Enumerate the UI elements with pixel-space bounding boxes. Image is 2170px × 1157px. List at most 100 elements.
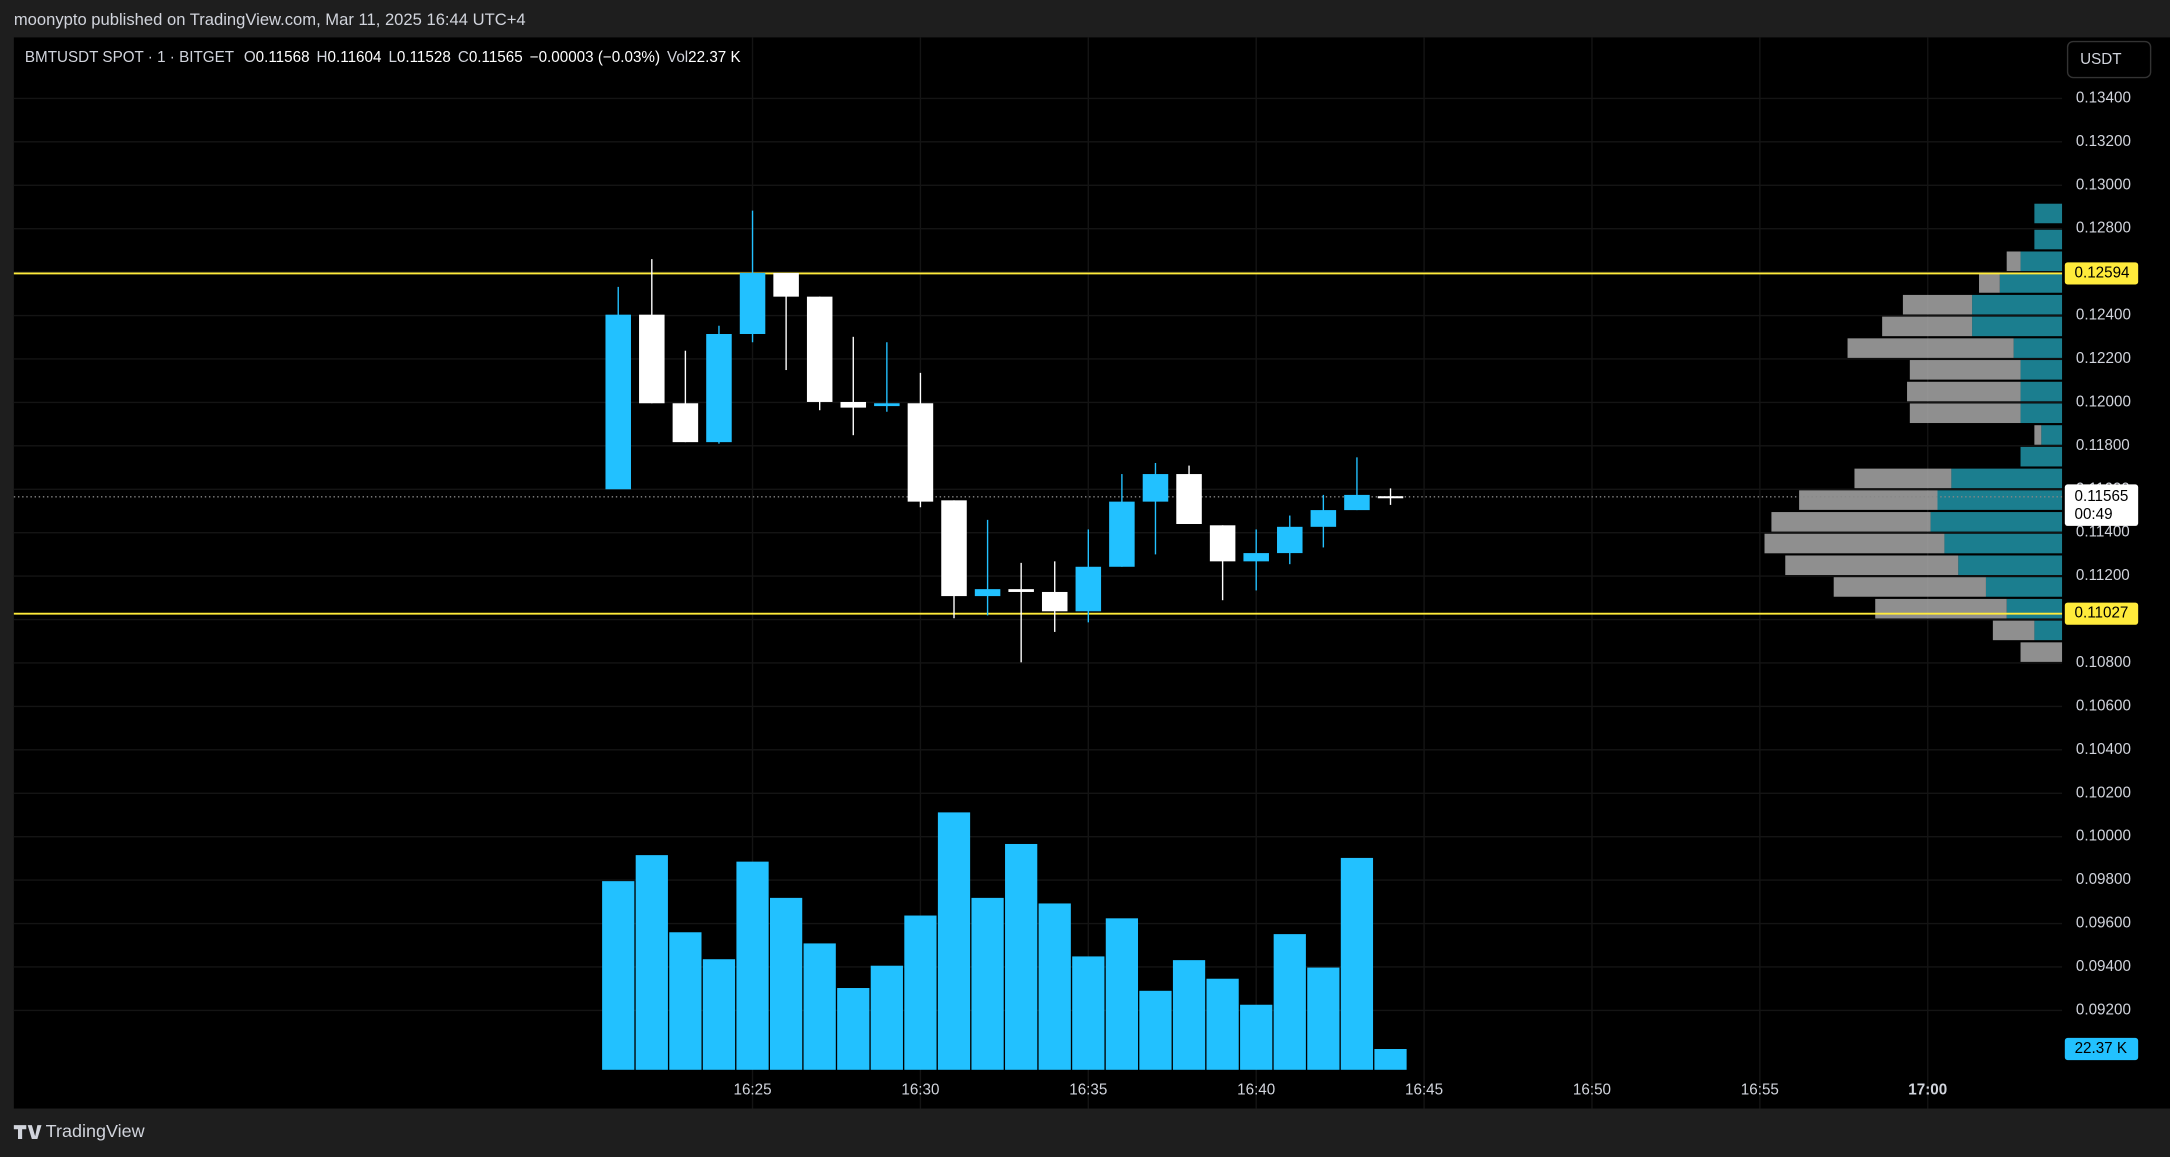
volume-bar xyxy=(1273,934,1306,1070)
volume-bar xyxy=(602,881,635,1070)
volume-bar xyxy=(1139,990,1172,1070)
volume-bar xyxy=(971,897,1004,1070)
candle-body xyxy=(1344,494,1370,511)
profile-down xyxy=(1902,294,1973,315)
y-tick-label: 0.12800 xyxy=(2076,220,2131,237)
level-label: 0.12594 xyxy=(2075,264,2131,281)
volume-bar xyxy=(1206,978,1239,1070)
volume-bar xyxy=(1005,843,1038,1070)
y-tick-label: 0.10600 xyxy=(2076,697,2131,714)
x-tick-label: 16:35 xyxy=(1069,1082,1107,1099)
volume-bar xyxy=(736,861,769,1070)
volume-bar xyxy=(1105,918,1139,1070)
y-tick-label: 0.10400 xyxy=(2076,741,2131,758)
change: −0.00003 (−0.03%) xyxy=(530,49,660,66)
candle-body xyxy=(1041,591,1068,612)
profile-down xyxy=(1909,360,2021,380)
profile-down xyxy=(1907,381,2021,402)
candle-body xyxy=(974,589,1001,597)
x-tick-label: 16:45 xyxy=(1405,1082,1443,1099)
profile-up xyxy=(2034,203,2063,224)
logo xyxy=(13,1125,42,1139)
value: 0.11528 xyxy=(397,49,451,66)
candle-body xyxy=(840,401,867,408)
volume-bar xyxy=(635,855,668,1070)
currency[interactable]: USDT xyxy=(2080,51,2121,68)
currency-button[interactable] xyxy=(2066,40,2152,79)
marks xyxy=(13,203,2063,1070)
y-tick-label: 0.13400 xyxy=(2076,89,2131,106)
y-tick-label: 0.12200 xyxy=(2076,350,2131,367)
level-label: 0.11027 xyxy=(2075,605,2129,622)
x-tick-label: 16:40 xyxy=(1237,1082,1275,1099)
profile-down xyxy=(1992,620,2035,641)
volume-bar xyxy=(702,959,736,1070)
profile-down xyxy=(2020,642,2063,662)
countdown: 00:49 xyxy=(2075,506,2113,523)
candle-body xyxy=(1075,566,1102,612)
candle-body xyxy=(672,403,699,443)
label: C xyxy=(458,49,469,66)
profile-up xyxy=(2034,620,2063,641)
candle-body xyxy=(874,403,900,407)
y-tick-label: 0.09400 xyxy=(2076,958,2131,975)
x-tick-label: 16:30 xyxy=(901,1082,939,1099)
label: H xyxy=(317,49,328,66)
y-tick-label: 0.13000 xyxy=(2076,176,2131,193)
volume-bar xyxy=(837,988,870,1070)
candle-body xyxy=(907,403,934,502)
last-price-label: 0.11565 xyxy=(2075,488,2129,505)
profile-down xyxy=(1785,555,1959,576)
profile-up xyxy=(1930,512,2063,532)
grid xyxy=(13,37,2063,1109)
value: 0.11568 xyxy=(256,49,310,66)
profile-down xyxy=(1833,577,1986,597)
profile-down xyxy=(1979,273,2000,293)
profile-up xyxy=(1999,273,2063,293)
volume-bar xyxy=(1307,967,1340,1070)
y-tick-label: 0.10000 xyxy=(2076,828,2131,845)
volume-bar xyxy=(669,932,702,1070)
label: L xyxy=(388,49,396,66)
profile-up xyxy=(1972,316,2063,337)
volume-bar xyxy=(1072,956,1105,1070)
last-price-tag xyxy=(2064,484,2139,526)
y-tick-label: 0.12000 xyxy=(2076,393,2131,410)
profile-up xyxy=(1937,490,2063,510)
profile-up xyxy=(1972,294,2063,315)
candle-body xyxy=(1243,553,1269,562)
profile-up xyxy=(2041,425,2063,445)
candle-body xyxy=(1109,501,1135,567)
candle-body xyxy=(1377,496,1404,499)
profile-up xyxy=(2020,403,2063,424)
profile-up xyxy=(1944,533,2063,554)
volume-bar xyxy=(769,897,803,1070)
y-tick-label: 0.11200 xyxy=(2076,567,2130,584)
profile-up xyxy=(1951,468,2063,489)
profile-up xyxy=(2020,446,2063,467)
y-tick-label: 0.12400 xyxy=(2076,307,2131,324)
candle-body xyxy=(806,296,833,402)
value: 0.11604 xyxy=(328,49,382,66)
candle-body xyxy=(605,314,631,490)
y-tick-label: 0.13200 xyxy=(2076,133,2131,150)
volume-bar xyxy=(803,943,836,1070)
volume-bar xyxy=(904,915,937,1070)
volume-bar xyxy=(1340,857,1374,1070)
profile-up xyxy=(2006,598,2063,619)
value: 22.37 K xyxy=(688,49,740,66)
candle-body xyxy=(1008,589,1034,592)
y-tick-label: 0.10800 xyxy=(2076,654,2131,671)
profile-down xyxy=(1799,490,1938,510)
profile-down xyxy=(1847,338,2014,358)
volume-bar xyxy=(1240,1004,1273,1070)
profile-down xyxy=(1909,403,2021,424)
candle-body xyxy=(706,333,732,443)
candle-body xyxy=(1142,474,1169,502)
axis: 0.134000.132000.130000.128000.126000.124… xyxy=(733,89,2139,1099)
candle-body xyxy=(1310,510,1337,527)
y-tick-label: 0.10200 xyxy=(2076,784,2131,801)
volume-tag xyxy=(2064,1037,2139,1061)
profile-down xyxy=(1854,468,1952,489)
profile-up xyxy=(1958,555,2063,576)
